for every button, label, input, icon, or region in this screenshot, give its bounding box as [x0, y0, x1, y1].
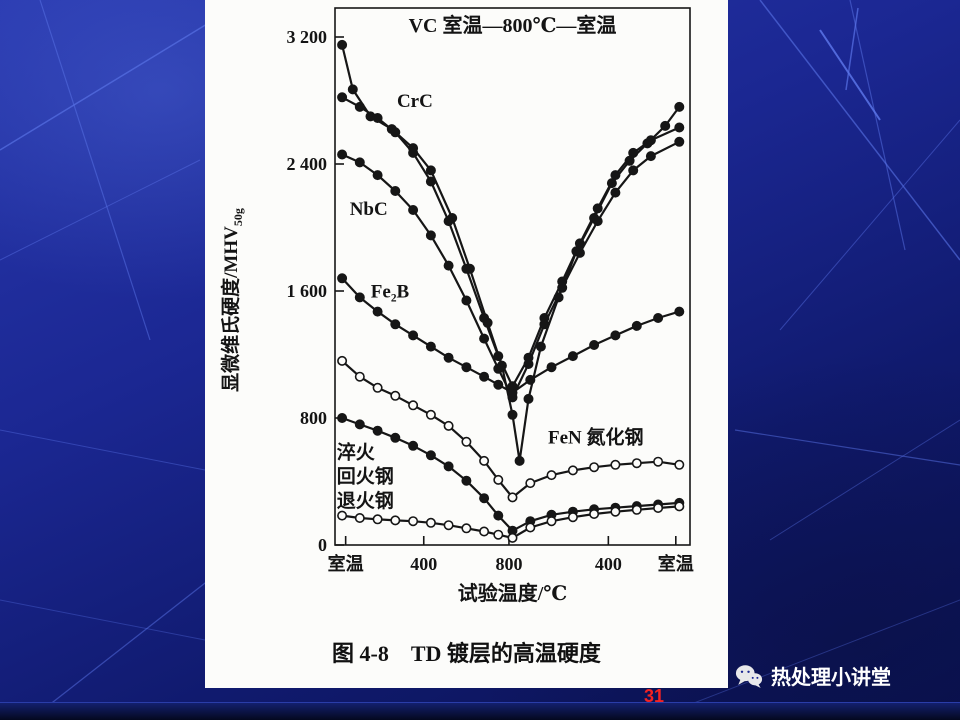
- series-退火钢: [337, 501, 685, 543]
- svg-text:室温: 室温: [658, 553, 694, 574]
- page-number: 31: [644, 686, 665, 706]
- footer-brand-label: 热处理小讲堂: [771, 667, 891, 689]
- footer: 热处理小讲堂: [735, 661, 891, 690]
- svg-text:NbC: NbC: [350, 199, 388, 220]
- x-axis: 室温 400 800 400 室温: [328, 536, 694, 574]
- svg-text:800: 800: [495, 554, 522, 574]
- bottom-strip: [0, 702, 960, 720]
- svg-text:室温: 室温: [328, 553, 364, 574]
- svg-text:CrC: CrC: [397, 91, 433, 112]
- svg-text:2 400: 2 400: [287, 154, 328, 174]
- y-axis: 0 800 1 600 2 400 3 200: [287, 27, 344, 555]
- svg-text:FeN 氮化钢: FeN 氮化钢: [548, 425, 644, 448]
- figure-caption: 图 4-8 TD 镀层的高温硬度: [332, 641, 601, 666]
- svg-text:400: 400: [410, 554, 437, 574]
- x-axis-label: 试验温度/℃: [458, 581, 568, 605]
- series-NbC: [337, 136, 685, 403]
- wechat-icon: [735, 663, 763, 689]
- svg-text:800: 800: [300, 408, 327, 428]
- svg-text:回火钢: 回火钢: [337, 465, 394, 487]
- y-axis-label: 显微维氏硬度/MHV50g: [219, 208, 245, 392]
- chart-title: VC 室温—800℃—室温: [409, 13, 617, 37]
- svg-text:1 600: 1 600: [287, 281, 328, 301]
- series-CrC: [337, 92, 685, 392]
- svg-text:Fe₂B: Fe₂B: [371, 281, 410, 302]
- svg-text:淬火: 淬火: [337, 441, 376, 464]
- plot-frame: [334, 7, 691, 546]
- series-FeN 氮化钢: [337, 355, 685, 503]
- td-coating-hardness-chart: 0 800 1 600 2 400 3 200 室温 400 800 400 室温 CrC NbC Fe…: [219, 7, 694, 605]
- figure-panel: 0 800 1 600 2 400 3 200 室温 400 800 400 室温 CrC NbC Fe…: [205, 0, 728, 688]
- svg-text:退火钢: 退火钢: [337, 490, 394, 512]
- svg-text:0: 0: [318, 535, 327, 555]
- svg-text:3 200: 3 200: [287, 27, 328, 47]
- svg-text:400: 400: [595, 554, 622, 574]
- series-Fe₂B: [337, 273, 685, 398]
